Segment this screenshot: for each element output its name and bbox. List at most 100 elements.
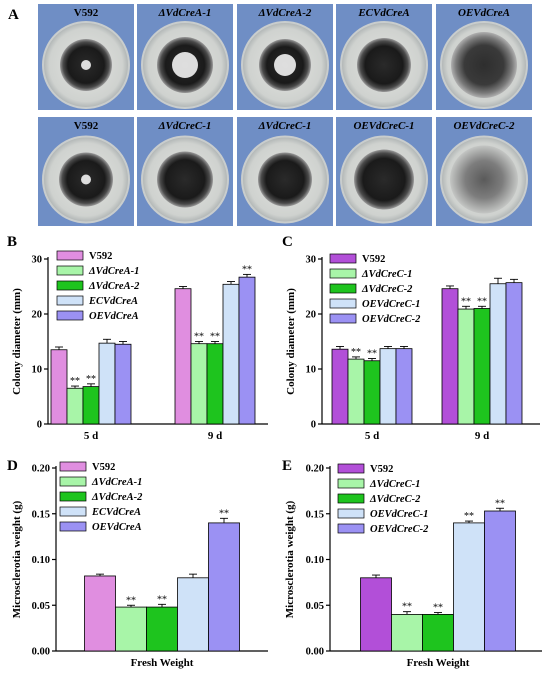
bar	[177, 577, 209, 652]
legend-swatch	[329, 253, 357, 264]
significance-label: **	[70, 376, 80, 387]
significance-label: **	[126, 595, 136, 606]
legend-label: OEVdCreC-1	[362, 299, 420, 310]
colony-center	[274, 54, 296, 76]
y-tick-label: 10	[32, 365, 43, 376]
legend-label: ECVdCreA	[88, 296, 138, 307]
y-tick-label: 0.10	[306, 555, 324, 566]
x-tick-label: Fresh Weight	[407, 657, 470, 669]
bar	[391, 614, 423, 652]
bar	[453, 522, 485, 652]
significance-label: **	[219, 508, 229, 519]
legend-swatch	[329, 298, 357, 309]
legend-swatch	[59, 461, 87, 472]
legend-label: ΔVdCreA-2	[88, 281, 140, 292]
significance-label: **	[402, 602, 412, 613]
chart-b: Colony diameter (mm) 0 10 20 30 ** ** 5 d ** ** **…	[11, 250, 268, 442]
significance-label: **	[210, 332, 220, 343]
bar	[363, 360, 381, 425]
legend-label: ΔVdCreA-1	[88, 266, 139, 277]
legend-swatch	[56, 250, 84, 261]
colony-center	[81, 174, 91, 185]
legend-swatch	[56, 295, 84, 306]
legend-swatch	[337, 463, 365, 474]
y-tick-label: 0	[311, 420, 316, 431]
plate-label: ΔVdCreA-2	[258, 7, 312, 19]
y-tick-label: 0.00	[306, 647, 324, 658]
legend-label: V592	[89, 251, 112, 262]
fungal-colony	[357, 38, 411, 92]
bar	[114, 343, 132, 425]
bar	[98, 342, 116, 425]
bar	[457, 308, 475, 425]
fungal-colony	[354, 149, 414, 210]
plate-label: V592	[74, 120, 99, 132]
legend-swatch	[56, 310, 84, 321]
x-tick-label: 9 d	[208, 430, 222, 442]
bar	[505, 282, 523, 425]
legend-swatch	[337, 478, 365, 489]
bar	[422, 614, 454, 652]
panel-letter-a: A	[8, 7, 19, 23]
significance-label: **	[351, 347, 361, 358]
y-tick-label: 0.15	[306, 509, 324, 520]
bar	[395, 348, 413, 425]
y-tick-label: 0.20	[32, 464, 50, 475]
significance-label: **	[367, 349, 377, 360]
y-tick-label: 0.20	[306, 464, 324, 475]
y-tick-label: 0.10	[32, 555, 50, 566]
bar	[238, 276, 256, 425]
legend-label: V592	[92, 462, 115, 473]
y-tick-label: 30	[306, 255, 317, 266]
y-axis-label: Microsclerotia weight (g)	[284, 500, 296, 618]
x-tick-label: Fresh Weight	[131, 657, 194, 669]
panel-letter-e: E	[282, 458, 292, 474]
y-axis-label: Colony diameter (mm)	[285, 288, 297, 395]
legend-swatch	[56, 280, 84, 291]
legend-label: ΔVdCreC-2	[361, 284, 413, 295]
x-tick-label: 5 d	[84, 430, 98, 442]
legend-swatch	[329, 313, 357, 324]
legend-label: OEVdCreA	[89, 311, 139, 322]
fungal-colony	[450, 145, 518, 214]
y-tick-label: 0.15	[32, 509, 50, 520]
bar	[50, 349, 68, 425]
significance-label: **	[433, 603, 443, 614]
chart-e: Microsclerotia weight (g) 0.00 0.05 0.10 0.1…	[284, 463, 542, 669]
bar	[347, 358, 365, 425]
y-tick-label: 0.05	[306, 601, 324, 612]
legend-swatch	[337, 523, 365, 534]
chart-d: Microsclerotia weight (g) 0.00 0.05 0.10 0.1…	[11, 461, 268, 669]
legend-label: OEVdCreA	[92, 522, 142, 533]
legend-swatch	[329, 268, 357, 279]
legend-label: ΔVdCreC-1	[361, 269, 412, 280]
legend-label: OEVdCreC-2	[370, 524, 429, 535]
legend-label: OEVdCreC-1	[370, 509, 428, 520]
bar	[66, 387, 84, 425]
bar	[473, 308, 491, 425]
legend-label: OEVdCreC-2	[362, 314, 421, 325]
significance-label: **	[86, 374, 96, 385]
legend-swatch	[56, 265, 84, 276]
y-tick-label: 0	[37, 420, 42, 431]
plate-label: ΔVdCreA-1	[158, 7, 212, 19]
bar	[206, 343, 224, 425]
panel-letter-d: D	[7, 458, 18, 474]
bar	[331, 348, 349, 425]
y-tick-label: 0.00	[32, 647, 50, 658]
legend-label: V592	[370, 464, 393, 475]
legend-label: ΔVdCreC-1	[369, 479, 420, 490]
legend-label: V592	[362, 254, 385, 265]
y-axis-label: Colony diameter (mm)	[11, 288, 23, 395]
legend-swatch	[59, 491, 87, 502]
legend-label: ECVdCreA	[91, 507, 141, 518]
bar	[441, 288, 459, 425]
colony-center	[81, 60, 91, 70]
significance-label: **	[461, 296, 471, 307]
bar	[146, 606, 178, 652]
bar	[484, 510, 516, 652]
y-tick-label: 0.05	[32, 601, 50, 612]
y-tick-label: 20	[32, 310, 43, 321]
legend-swatch	[337, 493, 365, 504]
legend-swatch	[59, 506, 87, 517]
